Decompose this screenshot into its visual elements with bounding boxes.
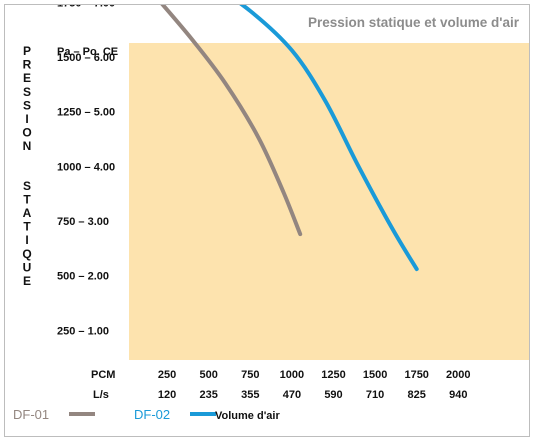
y-tick-label: 1750 – 7.00 <box>57 5 115 9</box>
y-axis-unit: Pa – Po. CE <box>57 46 118 58</box>
x-tick-label-ls: 235 <box>200 389 218 401</box>
y-axis-title-letter: E <box>23 274 31 288</box>
y-tick-label: 1000 – 4.00 <box>57 161 115 173</box>
legend: DF-01 DF-02 Volume d'air <box>13 407 280 422</box>
y-axis-title-letter: T <box>23 220 31 234</box>
legend-label: Volume d'air <box>215 410 280 422</box>
plot-area <box>129 43 529 360</box>
y-axis-title-letter: I <box>25 233 28 247</box>
x-axis-ticks: 250 500 750 1000 1250 1500 1750 2000 120 235 355 47… <box>158 369 471 401</box>
y-axis-title-letter: T <box>23 192 31 206</box>
x-tick-label-pcm: 250 <box>158 369 176 381</box>
x-tick-label-pcm: 1250 <box>321 369 345 381</box>
y-axis-title-letter: N <box>23 139 32 153</box>
x-tick-label-ls: 825 <box>408 389 426 401</box>
x-tick-label-ls: 710 <box>366 389 384 401</box>
y-axis-title-letter: Q <box>22 247 31 261</box>
y-tick-label: 1500 – 6.00 <box>57 52 115 64</box>
x-tick-label-ls: 470 <box>283 389 301 401</box>
x-tick-label-ls: 355 <box>241 389 259 401</box>
chart: Pression statique et volume d'air PRESSI… <box>13 5 529 422</box>
y-axis-title-letter: S <box>23 98 31 112</box>
y-axis-title-letter: A <box>23 206 32 220</box>
y-axis-title-letter: R <box>23 58 32 72</box>
x-tick-label-pcm: 1000 <box>280 369 304 381</box>
x-axis-unit-pcm: PCM <box>91 369 115 381</box>
x-tick-label-pcm: 1750 <box>404 369 428 381</box>
x-tick-label-pcm: 750 <box>241 369 259 381</box>
y-axis-title-letter: O <box>22 126 31 140</box>
series-line-df-01 <box>160 5 303 237</box>
x-tick-label-ls: 590 <box>324 389 342 401</box>
y-tick-label: 1250 – 5.00 <box>57 107 115 119</box>
x-tick-label-ls: 120 <box>158 389 176 401</box>
series-line-df-02 <box>239 5 419 272</box>
chart-title: Pression statique et volume d'air <box>308 15 520 30</box>
legend-series-name: DF-02 <box>134 407 170 422</box>
x-tick-label-pcm: 1500 <box>363 369 387 381</box>
y-axis-title-letter: I <box>25 112 28 126</box>
y-axis-title-letter: S <box>23 85 31 99</box>
x-tick-label-ls: 940 <box>449 389 467 401</box>
x-tick-label-pcm: 500 <box>200 369 218 381</box>
x-tick-label-pcm: 2000 <box>446 369 470 381</box>
x-axis-unit-ls: L/s <box>93 389 109 401</box>
y-tick-label: 750 – 3.00 <box>57 216 109 228</box>
y-tick-label: 250 – 1.00 <box>57 325 109 337</box>
y-axis-ticks: 250 – 1.00 500 – 2.00 750 – 3.00 1000 – 4.0… <box>57 5 115 337</box>
y-axis-title-letter: U <box>23 260 32 274</box>
y-axis-title-letter: P <box>23 44 31 58</box>
y-tick-label: 500 – 2.00 <box>57 271 109 283</box>
series-lines <box>160 5 419 272</box>
y-axis-title-letter: S <box>23 179 31 193</box>
legend-series-name: DF-01 <box>13 407 49 422</box>
y-axis-title-letter: E <box>23 71 31 85</box>
